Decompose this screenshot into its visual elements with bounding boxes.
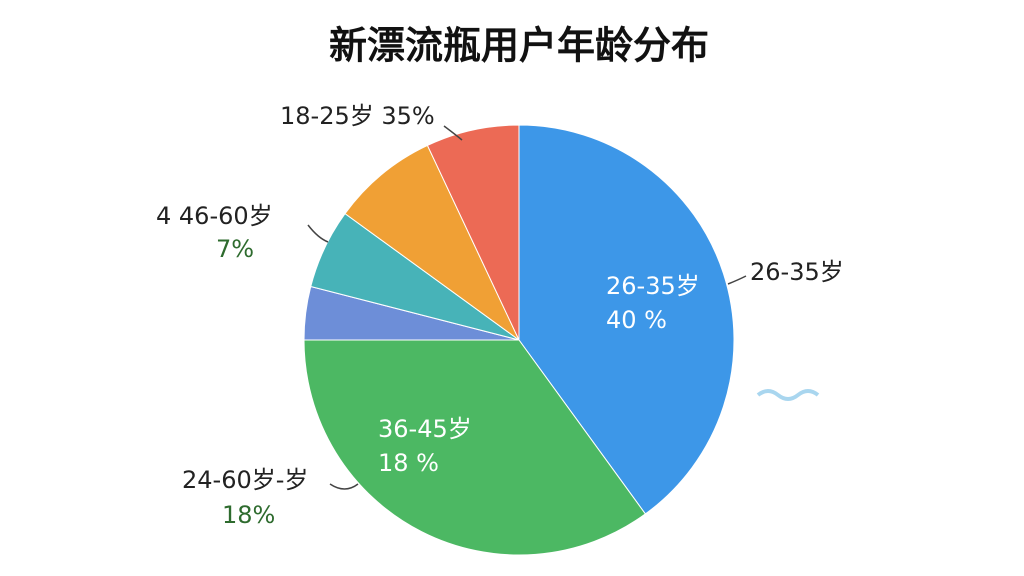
leader-line <box>307 224 329 243</box>
pie-slice <box>303 339 647 556</box>
annotation: 18-25岁 35% <box>280 102 435 130</box>
pie-slice <box>344 144 520 341</box>
annotation: 26-35岁 <box>750 258 844 286</box>
wave-decoration <box>756 389 820 401</box>
slice-label: 26-35岁 <box>606 272 700 300</box>
chart-title: 新漂流瓶用户年龄分布 <box>329 24 709 68</box>
leader-line <box>727 275 747 285</box>
pie-slice <box>426 124 520 341</box>
annotation: 7% <box>216 235 254 263</box>
slice-label: 36-45岁 <box>378 415 472 443</box>
annotation: 18 % <box>378 449 439 477</box>
annotation: 24-60岁-岁 <box>182 466 308 494</box>
annotation: 40 % <box>606 306 667 334</box>
leader-line <box>329 483 359 490</box>
annotation: 4 46-60岁 <box>156 202 273 230</box>
pie-slice <box>518 124 735 515</box>
leader-line <box>443 125 463 141</box>
annotation: 18% <box>222 501 275 529</box>
